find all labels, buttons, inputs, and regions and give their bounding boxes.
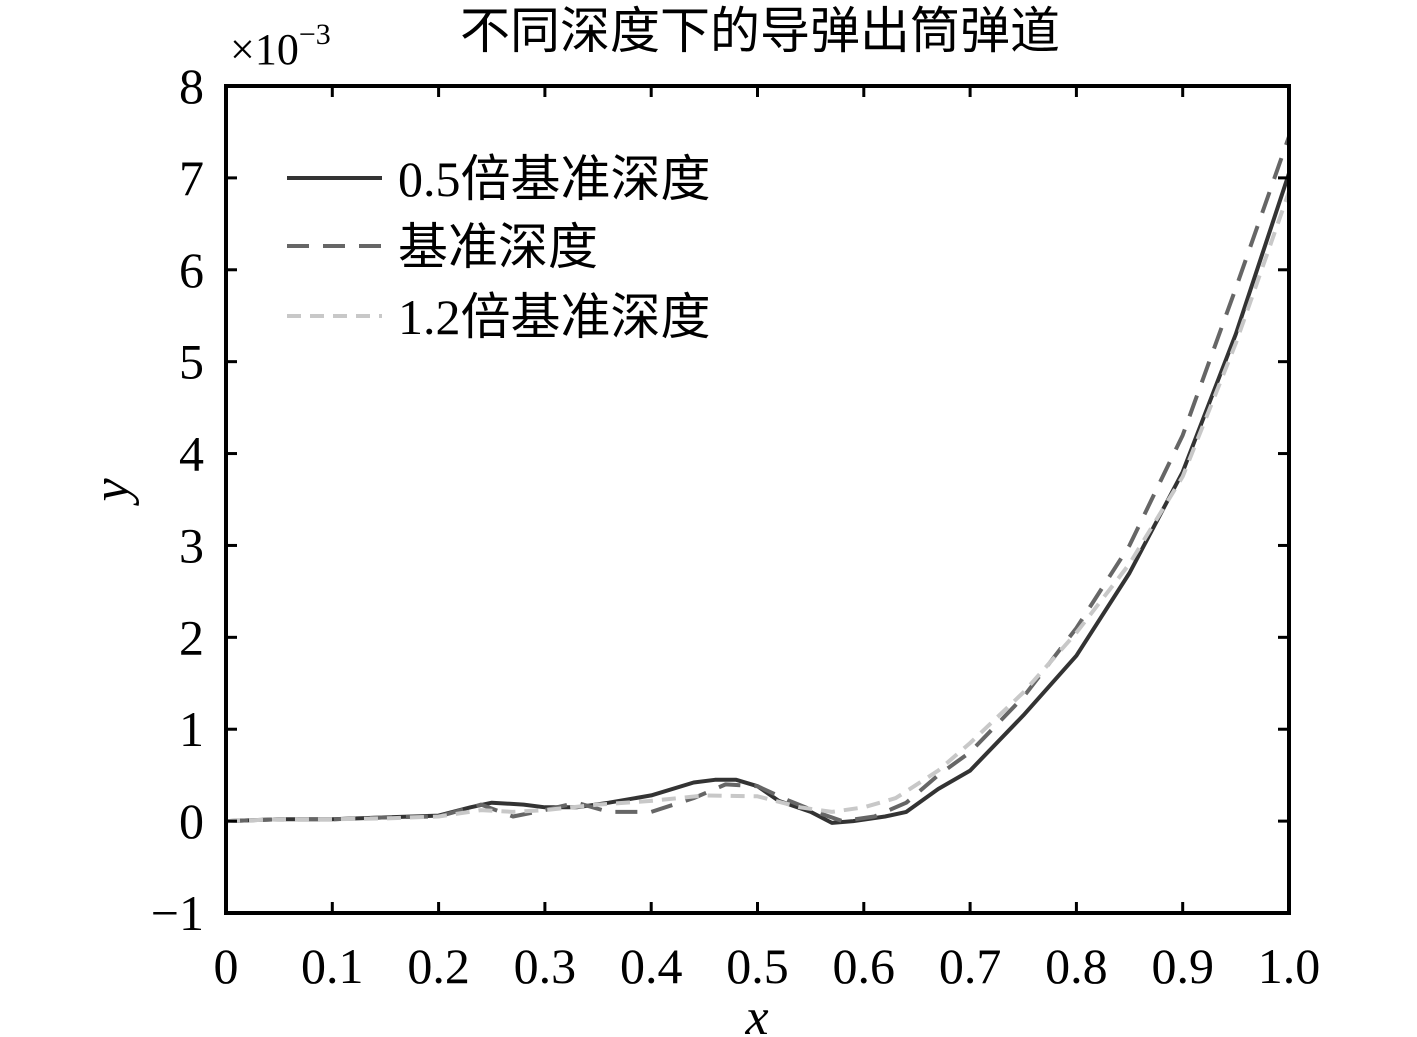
x-tick-label: 0.8 xyxy=(1045,938,1108,994)
y-tick-label: 0 xyxy=(179,793,204,849)
x-tick-label: 0.4 xyxy=(620,938,683,994)
y-multiplier-base: ×10 xyxy=(230,25,299,74)
x-tick-label: 0.2 xyxy=(407,938,470,994)
x-tick-label: 0 xyxy=(214,938,239,994)
legend-label-3: 1.2倍基准深度 xyxy=(398,289,711,345)
y-tick-label: 7 xyxy=(179,150,204,206)
x-tick-label: 0.6 xyxy=(833,938,896,994)
x-tick-label: 1.0 xyxy=(1258,938,1321,994)
tick-labels-layer: 0 0.1 0.2 0.3 0.4 0.5 0.6 0.7 0.8 0.9 1.0−10123456… xyxy=(151,58,1320,994)
legend-label-1: 0.5倍基准深度 xyxy=(398,151,711,207)
series-line-3 xyxy=(225,191,1291,824)
x-tick-label: 0.5 xyxy=(726,938,789,994)
x-tick-label: 0.1 xyxy=(301,938,364,994)
y-multiplier-exponent: −3 xyxy=(299,18,331,51)
x-tick-label: 0.9 xyxy=(1151,938,1214,994)
x-tick-label: 0.7 xyxy=(939,938,1002,994)
y-tick-label: 1 xyxy=(179,701,204,757)
y-tick-label: 8 xyxy=(179,58,204,114)
chart-title: 不同深度下的导弹出筒弹道 xyxy=(460,3,1060,59)
y-tick-label: −1 xyxy=(151,885,204,941)
series-line-1 xyxy=(225,172,1291,825)
ticks-layer xyxy=(224,84,1291,915)
x-axis-label: x xyxy=(744,989,768,1037)
x-tick-label: 0.3 xyxy=(514,938,577,994)
y-tick-label: 5 xyxy=(179,334,204,390)
y-axis-label: y xyxy=(83,478,140,507)
plot-area-frame xyxy=(224,84,1291,915)
y-tick-label: 2 xyxy=(179,609,204,665)
series-layer xyxy=(225,135,1291,825)
y-tick-label: 6 xyxy=(179,242,204,298)
y-multiplier-label: ×10−3 xyxy=(230,18,331,74)
y-tick-label: 3 xyxy=(179,517,204,573)
legend-label-2: 基准深度 xyxy=(398,219,598,275)
y-tick-label: 4 xyxy=(179,426,204,482)
series-line-2 xyxy=(225,135,1291,824)
